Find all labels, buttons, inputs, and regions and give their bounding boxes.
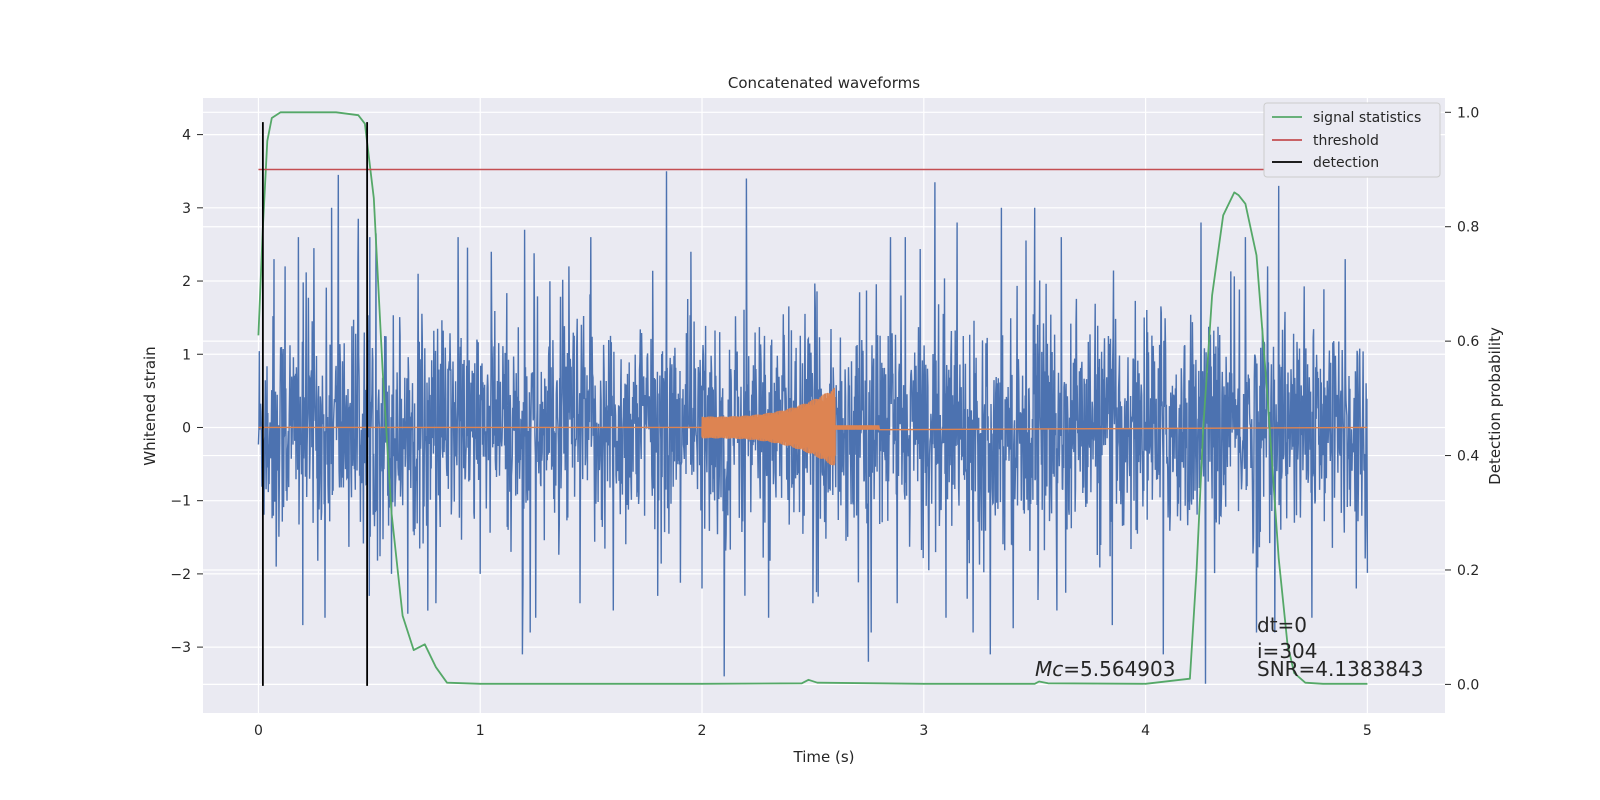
strain-series-line [257,171,1369,684]
chirp-mass-symbol: Mc [1035,657,1063,681]
y-tick-label: 1 [182,347,191,363]
ticks: 0 1 2 3 4 5 −3 −2 −1 0 1 2 3 4 0.0 0.2 0.4 0.6 0.8 1.0 [170,105,1479,739]
template-series-line [258,387,1368,466]
y2-tick-label: 0.8 [1457,220,1479,236]
dt-annotation: dt=0 [1257,613,1307,637]
chirp-mass-annotation: Mc=5.564903 [1035,657,1175,681]
x-tick-label: 3 [919,723,928,739]
y-tick-label: 2 [182,274,191,290]
legend: signal statistics threshold detection [1263,102,1441,178]
y2-axis-label: Detection probability [1486,327,1504,485]
x-tick-label: 4 [1141,723,1150,739]
index-annotation: i=304 [1257,639,1318,663]
y-tick-label: −3 [170,640,191,656]
snr-annotation: SNR=4.1383843 [1257,657,1423,681]
x-tick-label: 2 [698,723,707,739]
y2-tick-label: 0.6 [1457,334,1479,350]
y-tick-label: 3 [182,201,191,217]
y-tick-label: 0 [182,420,191,436]
y2-tick-label: 1.0 [1457,105,1479,121]
y2-tick-label: 0.4 [1457,449,1479,465]
annotations: Mc=5.564903 dt=0 i=304 SNR=4.1383843 [1035,613,1423,681]
y2-tick-label: 0.0 [1457,677,1479,693]
y-tick-label: −1 [170,494,191,510]
chart-title: Concatenated waveforms [728,74,920,92]
legend-label-signal-statistics: signal statistics [1313,110,1421,126]
x-axis-label: Time (s) [793,748,855,766]
x-tick-label: 5 [1363,723,1372,739]
y-axis-label: Whitened strain [141,346,159,465]
legend-box [1263,102,1441,178]
legend-label-detection: detection [1313,155,1379,171]
plot-area [257,111,1390,686]
chirp-mass-value: =5.564903 [1063,657,1175,681]
legend-label-threshold: threshold [1313,133,1379,149]
y-tick-label: −2 [170,567,191,583]
signal-statistics-line [257,111,1368,685]
x-tick-label: 1 [476,723,485,739]
x-tick-label: 0 [254,723,263,739]
y-tick-label: 4 [182,128,191,144]
y2-tick-label: 0.2 [1457,563,1479,579]
